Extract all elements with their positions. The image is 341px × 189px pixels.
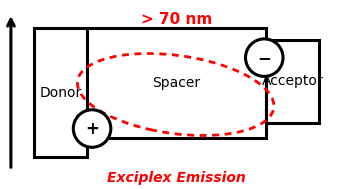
Ellipse shape (73, 110, 111, 147)
Text: +: + (85, 119, 99, 138)
Text: Exciplex Emission: Exciplex Emission (107, 171, 246, 185)
Bar (266, 40, 319, 123)
Ellipse shape (246, 39, 283, 76)
Bar (34, 28, 87, 157)
Text: Spacer: Spacer (152, 76, 201, 90)
Text: > 70 nm: > 70 nm (141, 12, 212, 27)
Text: −: − (257, 49, 271, 67)
Text: Donor: Donor (40, 86, 81, 100)
Text: Acceptor: Acceptor (262, 74, 323, 88)
Bar (87, 28, 266, 138)
